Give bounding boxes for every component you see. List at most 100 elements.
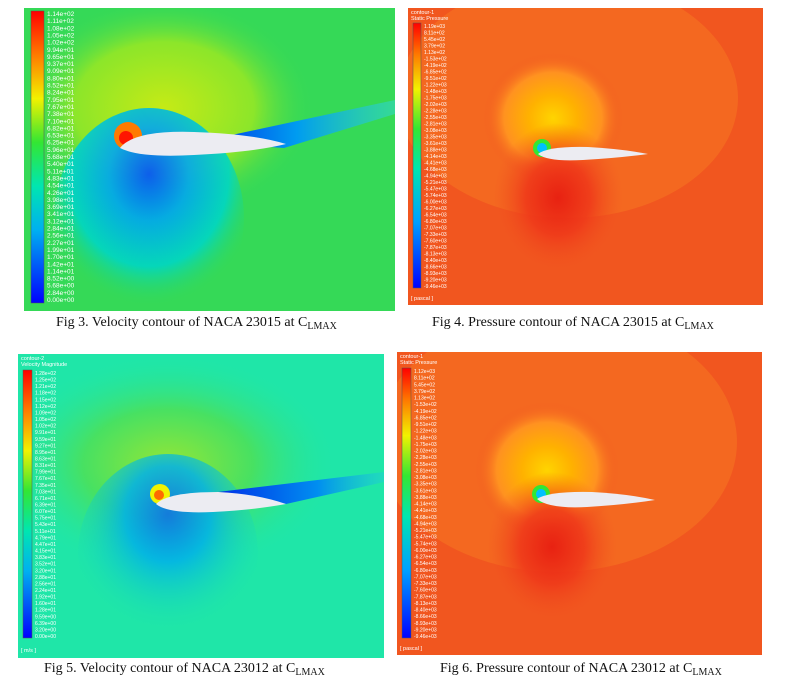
legend-header-2: Static Pressure [400,360,437,366]
legend-value: -8.66e+03 [414,614,437,620]
legend-value: -1.53e+02 [424,57,447,63]
legend-value: 9.59e+00 [35,614,56,620]
legend-value: 1.12e+03 [414,369,435,375]
legend-value: -5.47e+03 [414,535,437,541]
legend-value: 9.59e+01 [35,437,56,443]
caption-fig-5: Fig 5. Velocity contour of NACA 23012 at… [44,661,325,678]
legend-value: -4.19e+02 [414,409,437,415]
legend-value: 9.09e+01 [47,68,75,75]
velocity-contour-plot: 1.14e+021.11e+021.08e+021.05e+021.02e+02… [24,8,395,311]
legend-value: -8.93e+03 [414,621,437,627]
legend-value: 8.11e+02 [414,376,435,382]
legend-value: 1.99e+01 [47,247,75,254]
legend-value: 3.20e+00 [35,627,56,633]
legend-value: -2.02e+03 [414,449,437,455]
legend-value: 7.03e+01 [35,489,56,495]
legend-value: 9.91e+01 [35,430,56,436]
legend-value: -3.35e+03 [414,482,437,488]
legend-value: 6.07e+01 [35,509,56,515]
legend-value: 1.14e+01 [47,268,75,275]
legend-value: 1.28e+01 [35,608,56,614]
legend-value: -7.60e+03 [414,588,437,594]
legend-value: 8.31e+01 [35,463,56,469]
legend-value: -6.27e+03 [424,206,447,212]
legend-value: 7.99e+01 [35,470,56,476]
legend-value: -4.94e+03 [424,174,447,180]
legend-value: 1.02e+02 [47,40,75,47]
legend-value: -6.27e+03 [414,555,437,561]
legend-value: -9.46e+03 [424,284,447,290]
figure-6-pressure-contour-naca23012: contour-1 Static Pressure 1.12e+03 8.11e+… [397,352,762,655]
legend-value: 4.83e+01 [47,175,75,182]
legend-values: 1.12e+038.11e+025.45e+023.79e+021.13e+02… [414,369,437,640]
legend-header-2: Static Pressure [411,16,448,22]
legend-value: 1.60e+01 [35,601,56,607]
legend-value: -3.35e+03 [424,135,447,141]
legend-value: 7.67e+01 [35,476,56,482]
legend-value: -7.60e+03 [424,239,447,245]
legend-value: -1.22e+03 [424,83,447,89]
legend-value: -4.41e+03 [414,508,437,514]
legend-value: 6.39e+01 [35,503,56,509]
legend-value: -6.80e+03 [424,219,447,225]
legend-value: -6.54e+03 [424,213,447,219]
legend-value: 1.05e+02 [35,417,56,423]
legend-value: 4.79e+01 [35,535,56,541]
legend-value: -6.80e+03 [414,568,437,574]
legend-value: 7.95e+01 [47,97,75,104]
legend-value: -4.94e+03 [414,521,437,527]
legend-value: -3.61e+03 [414,488,437,494]
legend-value: 0.00e+00 [47,297,75,304]
legend-value: 2.84e+01 [47,226,75,233]
legend-value: 5.40e+01 [47,161,75,168]
legend-header-1: contour-1 [411,10,434,16]
legend-value: -2.28e+03 [414,455,437,461]
legend-value: 5.68e+01 [47,154,75,161]
legend-value: -3.88e+03 [414,495,437,501]
legend-value: -7.33e+03 [424,232,447,238]
legend-value: 2.88e+01 [35,575,56,581]
legend-value: 5.11e+01 [35,529,56,535]
legend-value: 5.68e+00 [47,283,75,290]
legend-value: 1.12e+02 [35,404,56,410]
legend-value: -7.07e+03 [424,226,447,232]
legend-value: -2.55e+03 [424,115,447,121]
legend-value: 3.83e+01 [35,555,56,561]
legend-value: 4.26e+01 [47,190,75,197]
legend-value: -2.55e+03 [414,462,437,468]
legend-value: 9.27e+01 [35,443,56,449]
legend-value: -8.66e+03 [424,265,447,271]
legend-value: 1.08e+02 [47,25,75,32]
legend-value: 4.47e+01 [35,542,56,548]
legend-value: 8.80e+01 [47,75,75,82]
legend-value: 2.56e+01 [35,581,56,587]
legend-value: -9.51e+02 [414,422,437,428]
legend-value: -4.68e+03 [424,167,447,173]
legend-value: -2.81e+03 [414,468,437,474]
legend-value: 9.65e+01 [47,54,75,61]
legend-value: -9.46e+03 [414,634,437,640]
legend-value: -6.00e+03 [424,200,447,206]
legend-value: 7.35e+01 [35,483,56,489]
legend-value: 8.52e+01 [47,83,75,90]
legend-value: 3.20e+01 [35,568,56,574]
legend-value: -2.81e+03 [424,122,447,128]
pressure-contour-plot: contour-1 Static Pressure 1.19e+038.11e+… [408,8,763,305]
legend-value: -4.68e+03 [414,515,437,521]
legend-values: 1.14e+021.11e+021.08e+021.05e+021.02e+02… [47,11,75,304]
legend-value: -5.21e+03 [414,528,437,534]
legend-value: 3.79e+02 [414,389,435,395]
legend-header-1: contour-1 [400,354,423,360]
legend-values: 1.19e+038.11e+025.45e+023.79e+021.13e+02… [424,24,447,290]
legend-value: 1.13e+02 [424,50,445,56]
legend-value: -5.74e+03 [414,541,437,547]
legend-value: -1.22e+03 [414,429,437,435]
legend-value: -2.28e+03 [424,109,447,115]
legend-value: 3.79e+02 [424,44,445,50]
legend-value: -8.13e+03 [414,601,437,607]
legend-value: -2.02e+03 [424,102,447,108]
legend-value: 7.67e+01 [47,104,75,111]
legend-value: 9.94e+01 [47,47,75,54]
legend-value: 2.24e+01 [35,588,56,594]
legend-value: -7.07e+03 [414,574,437,580]
